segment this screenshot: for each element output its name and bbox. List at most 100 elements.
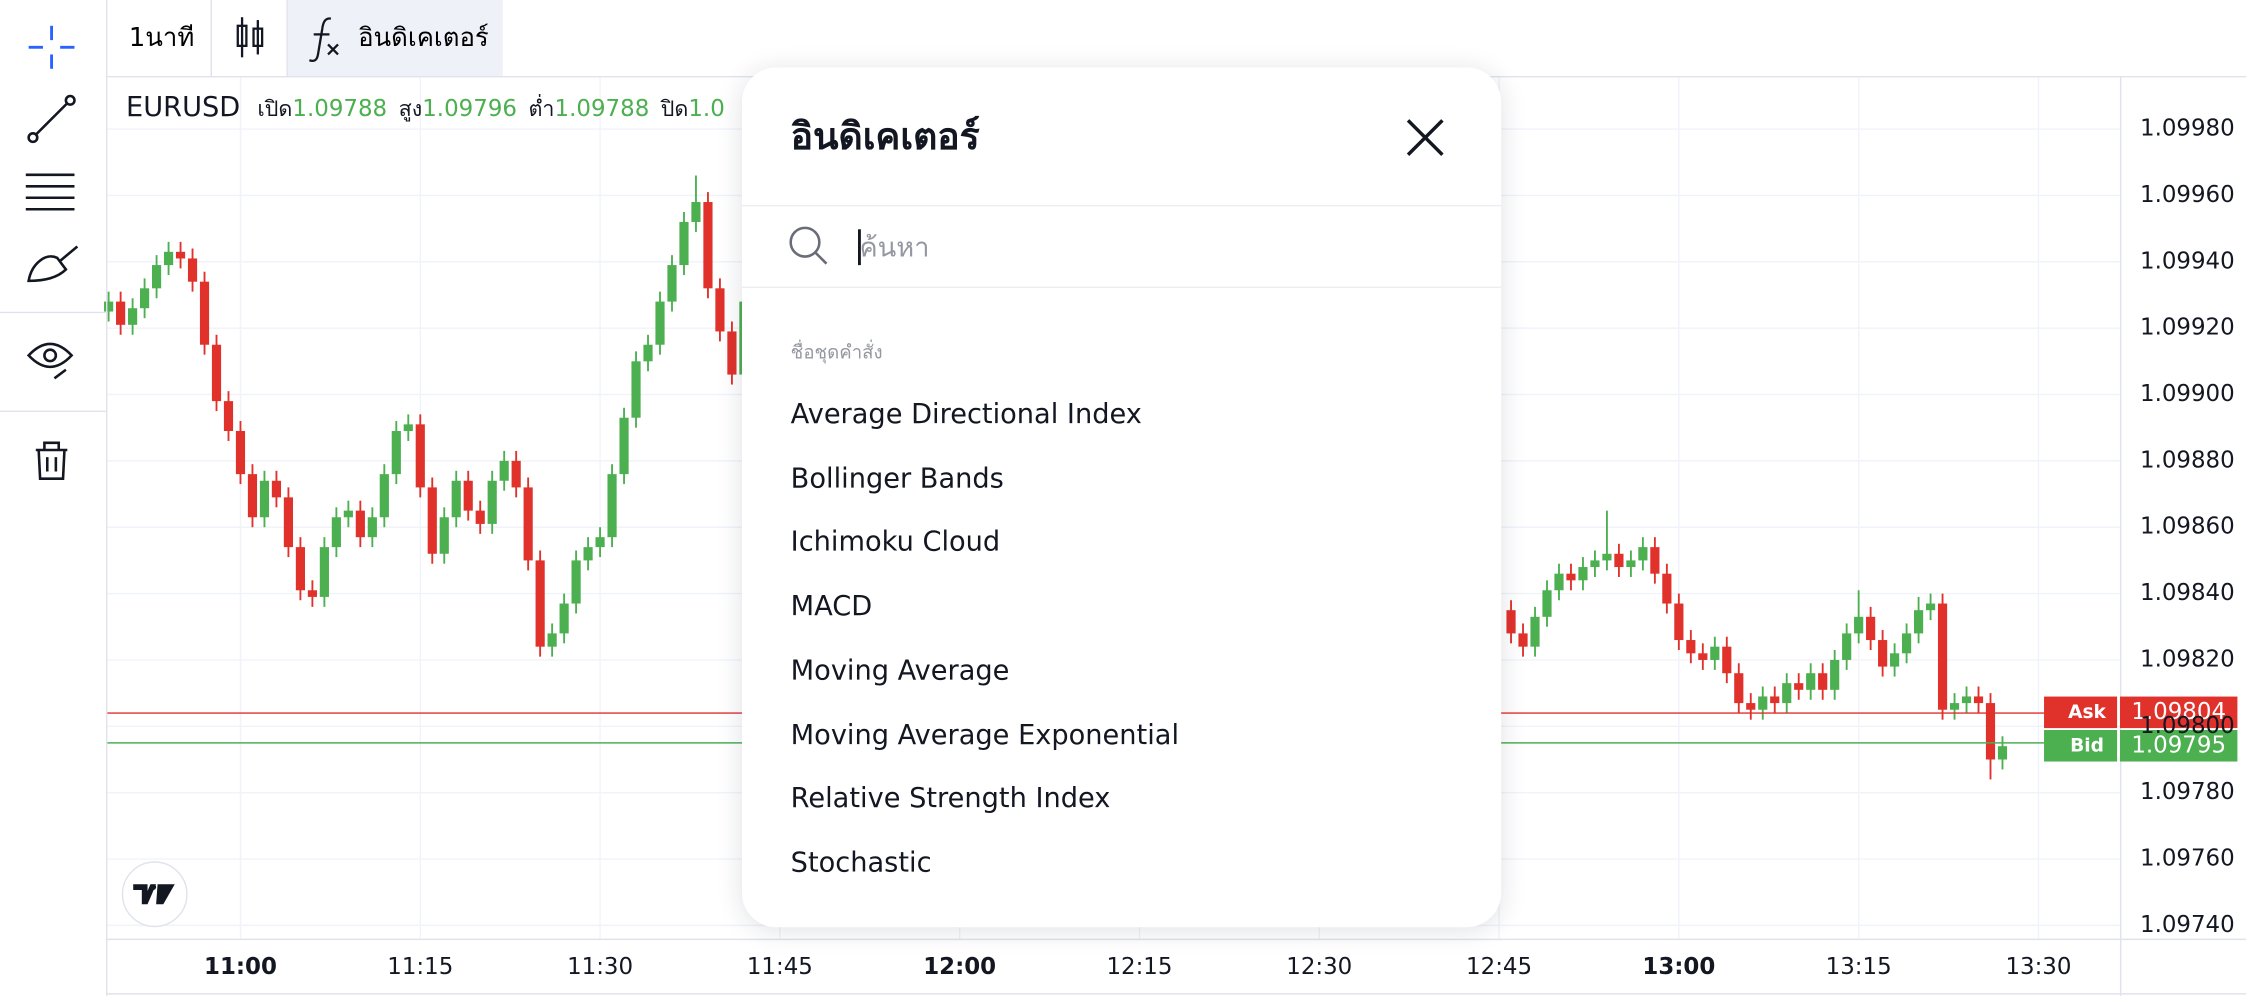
visibility-tool[interactable] xyxy=(26,342,74,380)
candle-body xyxy=(223,401,234,431)
candle-body xyxy=(319,547,329,597)
candle-body xyxy=(283,497,294,548)
indicator-item[interactable]: Bollinger Bands xyxy=(790,462,1004,494)
indicator-item[interactable]: Stochastic xyxy=(790,846,932,879)
fib-tool[interactable] xyxy=(25,173,75,211)
candle-body xyxy=(451,480,461,518)
indicator-item[interactable]: Ichimoku Cloud xyxy=(790,526,1001,559)
indicator-item[interactable]: Moving Average xyxy=(790,654,1010,687)
candle-body xyxy=(331,517,341,548)
candle-body xyxy=(1614,553,1624,568)
indicators-button[interactable]: อินดิเคเตอร์ xyxy=(358,23,489,53)
candle-body xyxy=(1650,547,1660,574)
candle-body xyxy=(1806,673,1816,690)
candle-body xyxy=(679,221,689,266)
ask-tag-label: Ask xyxy=(2068,702,2106,723)
candle-body xyxy=(391,430,401,475)
y-tick-label: 1.09800 xyxy=(2140,713,2235,739)
candle-body xyxy=(1758,696,1768,710)
candle-body xyxy=(1913,610,1924,634)
candle-body xyxy=(1842,633,1852,660)
candle-body xyxy=(523,487,533,561)
candle-body xyxy=(247,474,258,518)
search-placeholder: ค้นหา xyxy=(859,232,930,264)
candle-body xyxy=(271,480,282,498)
candle-body xyxy=(559,603,569,634)
candle-body xyxy=(1902,633,1912,654)
legend-label: เปิด xyxy=(257,96,293,122)
candle-body xyxy=(343,510,353,518)
search-box[interactable]: ค้นหา xyxy=(741,204,1502,289)
indicator-item[interactable]: Moving Average Exponential xyxy=(790,718,1180,751)
bid-tag-label: Bid xyxy=(2070,735,2104,756)
candle-body xyxy=(1961,696,1972,704)
candle-body xyxy=(151,265,162,289)
candle-body xyxy=(1626,560,1636,568)
brush-tool[interactable] xyxy=(27,245,79,283)
candle-body xyxy=(535,560,545,647)
legend-value: 1.0 xyxy=(688,94,725,122)
candle-body xyxy=(1566,573,1576,581)
candle-body xyxy=(715,288,725,332)
x-tick-label: 12:15 xyxy=(1106,954,1172,980)
y-tick-label: 1.09820 xyxy=(2140,646,2235,672)
candle-body xyxy=(1890,653,1900,667)
legend-label: ปิด xyxy=(660,96,689,122)
candle-body xyxy=(1602,553,1612,561)
delete-tool[interactable] xyxy=(35,441,68,480)
search-icon xyxy=(789,226,828,265)
text-caret xyxy=(858,229,861,266)
indicators-button-bg[interactable] xyxy=(287,0,503,76)
candle-body xyxy=(1770,696,1780,704)
candle-body xyxy=(379,474,389,518)
y-tick-label: 1.09960 xyxy=(2140,182,2235,208)
candle-body xyxy=(1746,703,1756,710)
candle-body xyxy=(655,301,665,345)
candle-body xyxy=(199,281,210,345)
candle-body xyxy=(463,480,473,511)
candle-body xyxy=(1518,633,1528,647)
x-tick-label: 13:15 xyxy=(1826,954,1892,980)
candle-body xyxy=(547,633,557,647)
candle-body xyxy=(1674,603,1684,641)
indicator-item[interactable]: Average Directional Index xyxy=(790,398,1142,430)
interval-button[interactable]: 1นาที xyxy=(129,23,194,53)
candle-body xyxy=(295,547,305,591)
x-tick-label: 12:00 xyxy=(923,954,996,980)
trend-line-tool[interactable] xyxy=(27,94,76,144)
crosshair-tool[interactable] xyxy=(28,25,75,69)
candle-body xyxy=(367,517,377,538)
candle-body xyxy=(499,460,509,481)
indicators-icon xyxy=(308,17,339,63)
x-tick-label: 12:45 xyxy=(1466,954,1532,980)
tv-logo[interactable] xyxy=(121,861,188,928)
candle-body xyxy=(235,430,246,475)
close-button[interactable] xyxy=(1404,116,1447,159)
candle-body xyxy=(487,480,497,524)
x-tick-label: 13:00 xyxy=(1642,954,1715,980)
candle-body xyxy=(355,510,365,538)
x-tick-label: 13:30 xyxy=(2005,954,2071,980)
candle-body xyxy=(187,258,198,282)
candle-body xyxy=(211,344,222,402)
candle-body xyxy=(1985,703,1996,760)
y-tick-label: 1.09940 xyxy=(2140,248,2235,274)
candle-body xyxy=(1686,640,1696,654)
indicator-item[interactable]: Relative Strength Index xyxy=(790,782,1111,815)
ask-price-label: 1.09804 xyxy=(2131,699,2226,725)
candle-body xyxy=(140,288,150,309)
candle-body xyxy=(116,301,126,325)
y-tick-label: 1.09900 xyxy=(2140,381,2235,407)
candle-body xyxy=(1638,547,1648,561)
bid-tag xyxy=(2044,730,2118,762)
candle-body xyxy=(1854,616,1864,634)
candle-body xyxy=(163,251,174,266)
candle-body xyxy=(104,301,114,312)
candle-body xyxy=(1973,696,1984,704)
candle-body xyxy=(307,590,317,597)
chart-type-button[interactable] xyxy=(236,17,264,58)
y-tick-label: 1.09740 xyxy=(2140,912,2235,938)
y-tick-label: 1.09780 xyxy=(2140,779,2235,805)
indicator-item[interactable]: MACD xyxy=(790,590,873,623)
